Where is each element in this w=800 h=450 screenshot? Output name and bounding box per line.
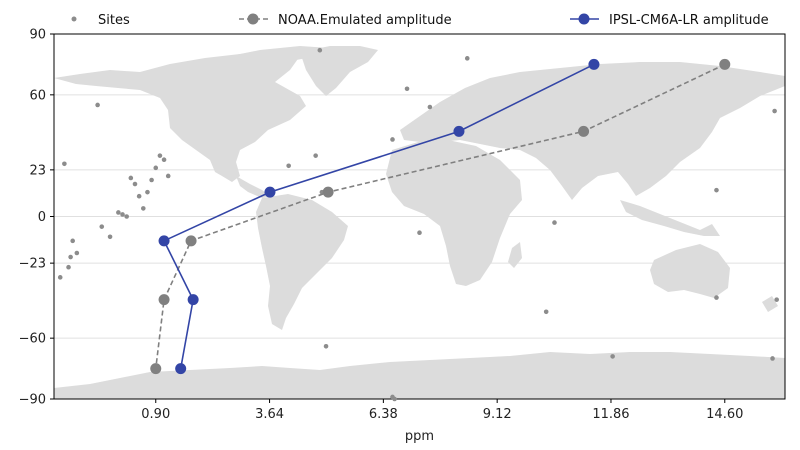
legend: Sites NOAA.Emulated amplitude IPSL-CM6A-…	[71, 13, 769, 28]
site-point-38	[774, 297, 779, 302]
legend-sites-marker	[71, 16, 77, 22]
y-tick-label-4: 23	[29, 163, 46, 178]
y-tick-label-6: 90	[29, 28, 46, 43]
site-point-0	[62, 161, 67, 167]
land-eurasia	[400, 62, 785, 200]
ipsl-series	[158, 58, 600, 375]
site-point-26	[317, 47, 323, 53]
site-point-12	[128, 175, 134, 181]
site-point-35	[714, 187, 719, 193]
site-point-29	[427, 104, 433, 110]
land-greenland	[300, 46, 378, 96]
ipsl-point-4	[187, 294, 199, 306]
site-point-36	[714, 295, 719, 300]
site-point-2	[70, 238, 75, 244]
legend-noaa-label: NOAA.Emulated amplitude	[278, 13, 452, 28]
noaa-point-4	[158, 294, 170, 306]
site-point-41	[390, 394, 395, 400]
site-point-27	[390, 137, 395, 142]
site-point-32	[552, 220, 557, 225]
site-point-31	[464, 56, 470, 61]
ipsl-point-2	[264, 186, 276, 198]
site-point-8	[107, 234, 113, 240]
site-point-5	[68, 254, 73, 260]
site-point-23	[313, 153, 318, 158]
ipsl-point-3	[158, 235, 170, 247]
site-point-39	[770, 356, 775, 361]
site-point-20	[161, 157, 167, 163]
site-point-21	[165, 173, 171, 179]
land-southeast-asia	[620, 200, 720, 236]
site-point-17	[149, 177, 154, 183]
noaa-point-1	[578, 125, 590, 137]
site-point-3	[66, 264, 71, 270]
ipsl-point-5	[175, 363, 187, 375]
land-south-america	[256, 194, 348, 330]
y-tick-label-0: −90	[19, 393, 46, 408]
land-antarctica	[54, 352, 785, 399]
x-tick-label-1: 3.64	[255, 407, 284, 422]
sites-series	[57, 47, 779, 402]
site-point-14	[136, 193, 142, 199]
site-point-30	[417, 230, 422, 236]
site-point-37	[772, 108, 777, 114]
noaa-series	[150, 58, 731, 375]
legend-ipsl-label: IPSL-CM6A-LR amplitude	[609, 13, 769, 28]
land-new-zealand	[762, 296, 778, 312]
site-point-33	[543, 309, 549, 315]
land-africa	[386, 140, 522, 286]
noaa-point-3	[185, 235, 197, 247]
y-tick-label-2: −23	[19, 257, 46, 272]
noaa-point-2	[322, 186, 334, 198]
land-australia	[650, 244, 730, 298]
site-point-18	[153, 165, 159, 171]
site-point-7	[99, 224, 105, 229]
site-point-16	[145, 189, 150, 195]
y-tick-label-5: 60	[29, 88, 46, 103]
y-tick-label-3: 0	[38, 210, 46, 225]
site-point-9	[116, 210, 121, 215]
site-point-10	[120, 212, 125, 217]
x-tick-label-4: 11.86	[592, 407, 629, 422]
noaa-point-0	[719, 58, 731, 70]
site-point-24	[323, 343, 329, 349]
ipsl-point-1	[453, 125, 465, 137]
y-tick-label-1: −60	[19, 332, 46, 347]
site-point-4	[57, 275, 63, 280]
x-axis: 0.90 3.64 6.38 9.12 11.86 14.60	[141, 399, 743, 422]
land-madagascar	[508, 242, 522, 268]
noaa-line	[154, 63, 726, 369]
site-point-15	[140, 206, 146, 211]
legend-noaa-marker	[247, 13, 259, 25]
noaa-point-5	[150, 363, 162, 375]
land-canada-islands	[170, 46, 330, 70]
x-axis-title: ppm	[405, 429, 434, 444]
ipsl-point-0	[588, 58, 600, 70]
site-point-34	[610, 354, 615, 359]
site-point-11	[124, 214, 129, 219]
site-point-19	[157, 153, 163, 158]
y-axis: −90 −60 −23 0 23 60 90	[19, 28, 54, 408]
site-point-28	[404, 86, 410, 92]
land-central-america	[236, 176, 270, 198]
legend-ipsl-marker	[578, 13, 590, 25]
site-point-22	[286, 163, 291, 169]
site-point-1	[74, 250, 80, 256]
site-point-13	[132, 181, 138, 187]
site-point-6	[95, 102, 100, 108]
land-north-america	[54, 52, 306, 182]
x-tick-label-0: 0.90	[141, 407, 170, 422]
x-tick-label-2: 6.38	[369, 407, 398, 422]
x-tick-label-3: 9.12	[483, 407, 512, 422]
legend-sites-label: Sites	[98, 13, 130, 28]
x-tick-label-5: 14.60	[706, 407, 743, 422]
ipsl-line	[162, 63, 595, 369]
world-map	[54, 46, 785, 399]
